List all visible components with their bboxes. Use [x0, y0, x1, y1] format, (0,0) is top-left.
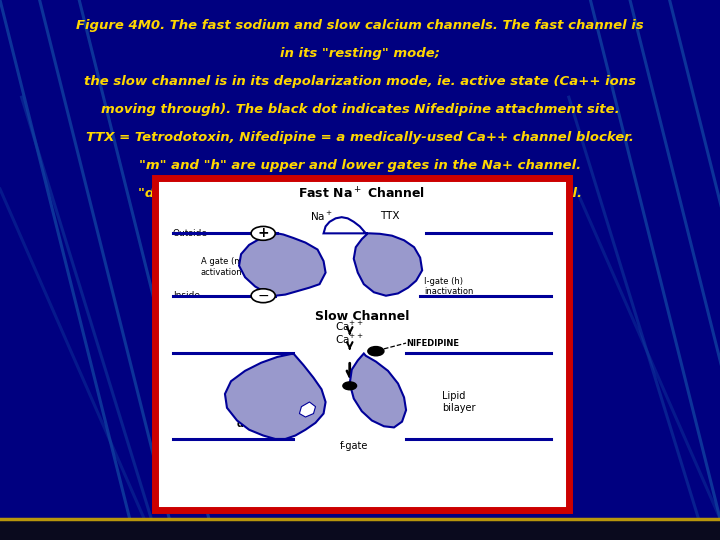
Polygon shape — [350, 354, 406, 428]
Polygon shape — [354, 233, 422, 296]
Text: the slow channel is in its depolarization mode, ie. active state (Ca++ ions: the slow channel is in its depolarizatio… — [84, 75, 636, 88]
Text: TTX = Tetrodotoxin, Nifedipine = a medically-used Ca++ channel blocker.: TTX = Tetrodotoxin, Nifedipine = a medic… — [86, 131, 634, 144]
Polygon shape — [239, 233, 325, 296]
Text: Inside: Inside — [173, 291, 199, 300]
Circle shape — [251, 226, 275, 240]
Text: −: − — [257, 289, 269, 303]
Text: Ca$^{++}$: Ca$^{++}$ — [336, 333, 364, 346]
Text: Figure 4M0. The fast sodium and slow calcium channels. The fast channel is: Figure 4M0. The fast sodium and slow cal… — [76, 19, 644, 32]
Polygon shape — [300, 402, 315, 417]
Text: d gate: d gate — [237, 419, 272, 429]
Text: Na$^+$: Na$^+$ — [310, 210, 333, 222]
Text: in its "resting" mode;: in its "resting" mode; — [280, 47, 440, 60]
Text: Ca$^{++}$: Ca$^{++}$ — [336, 320, 364, 334]
Text: "d" and "f" are upper and lower gates in the Ca++ channel.: "d" and "f" are upper and lower gates in… — [138, 187, 582, 200]
Text: "m" and "h" are upper and lower gates in the Na+ channel.: "m" and "h" are upper and lower gates in… — [139, 159, 581, 172]
Text: NIFEDIPINE: NIFEDIPINE — [406, 339, 459, 348]
Text: f-gate: f-gate — [340, 441, 368, 451]
Polygon shape — [225, 354, 325, 439]
Bar — [155, 178, 569, 510]
Bar — [0, 519, 720, 540]
Text: moving through). The black dot indicates Nifedipine attachment site.: moving through). The black dot indicates… — [101, 103, 619, 116]
Polygon shape — [323, 217, 368, 233]
Circle shape — [368, 347, 384, 356]
Text: TTX: TTX — [380, 211, 400, 221]
Text: Lipid
bilayer: Lipid bilayer — [442, 391, 476, 413]
Text: Slow Channel: Slow Channel — [315, 310, 409, 323]
Text: Fast Na$^+$ Channel: Fast Na$^+$ Channel — [298, 186, 426, 202]
Text: I-gate (h)
inactivation: I-gate (h) inactivation — [424, 277, 474, 296]
Text: Outside: Outside — [173, 229, 207, 238]
Text: A gate (m)
activation: A gate (m) activation — [201, 257, 246, 276]
Circle shape — [343, 382, 356, 390]
Circle shape — [251, 289, 275, 302]
Text: +: + — [257, 226, 269, 240]
